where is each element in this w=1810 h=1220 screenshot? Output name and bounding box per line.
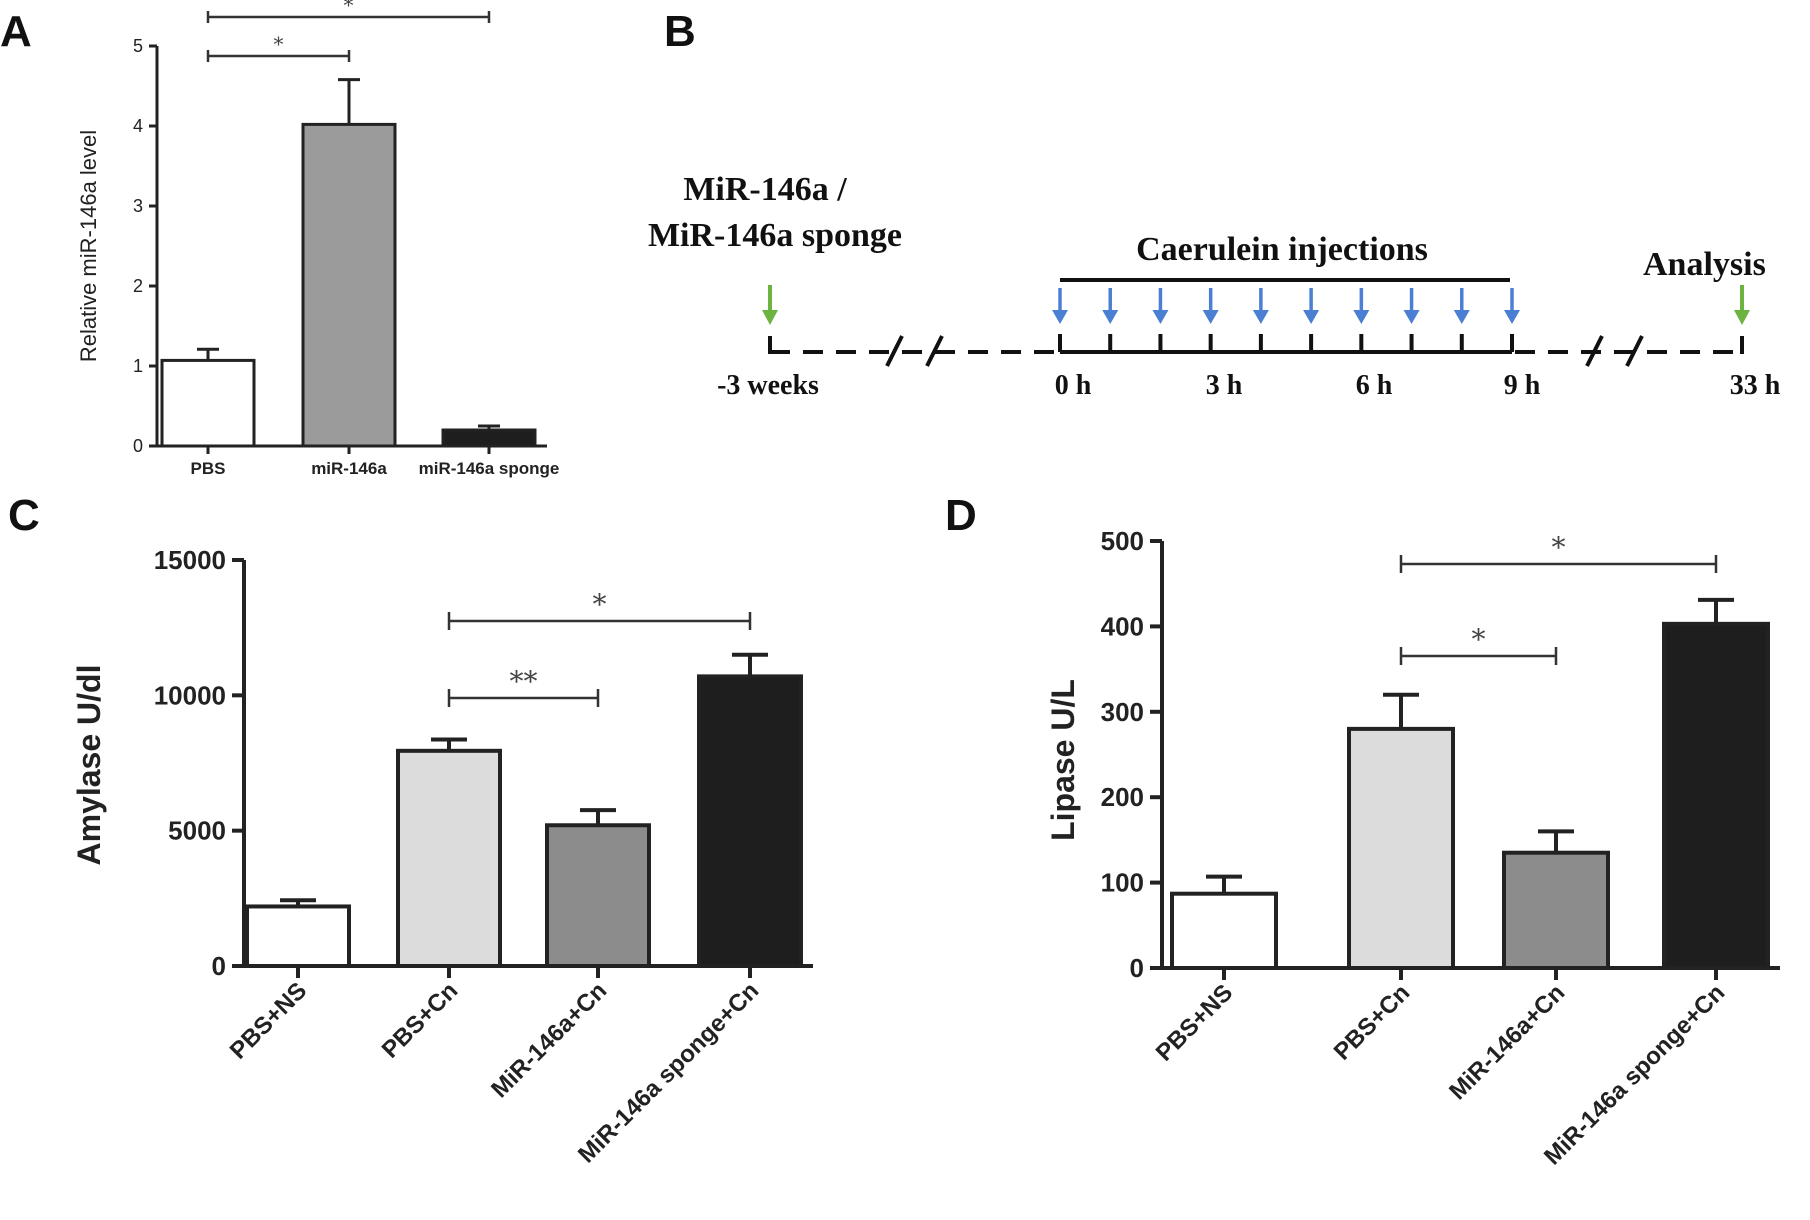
- time-label-6h: 6 h: [1356, 370, 1393, 401]
- y-tick-label: 500: [1101, 526, 1144, 556]
- bar-1: [1347, 726, 1455, 970]
- bar-2: [1502, 850, 1610, 971]
- injection-arrow: [1453, 288, 1470, 324]
- category-label: PBS+Cn: [1329, 979, 1416, 1066]
- y-tick-label: 0: [212, 951, 226, 981]
- y-axis-label: Lipase U/L: [1045, 679, 1081, 841]
- break-mark-2b: [1625, 335, 1644, 367]
- y-tick-label: 100: [1101, 868, 1144, 898]
- injection-arrow: [1353, 288, 1370, 324]
- significance-label: **: [510, 665, 538, 698]
- time-label-start: -3 weeks: [717, 370, 819, 401]
- y-tick-label: 0: [1130, 953, 1144, 983]
- panel-letter-d: D: [945, 491, 977, 540]
- time-label-3h: 3 h: [1206, 370, 1243, 401]
- significance-label: *: [593, 588, 607, 621]
- y-axis-label: Amylase U/dl: [71, 665, 107, 866]
- timeline-diagram: MiR-146a / MiR-146a sponge Caerulein inj…: [648, 171, 1781, 401]
- y-tick-label: 10000: [154, 680, 226, 710]
- category-label: MiR-146a sponge+Cn: [1539, 979, 1730, 1170]
- analysis-label: Analysis: [1643, 246, 1766, 283]
- time-label-9h: 9 h: [1504, 370, 1541, 401]
- category-label: miR-146a sponge: [419, 459, 560, 478]
- green-arrow-end: [1734, 285, 1750, 325]
- panel-letter-b: B: [664, 7, 696, 56]
- y-tick-label: 200: [1101, 782, 1144, 812]
- y-tick-label: 0: [133, 436, 143, 456]
- bar-1: [301, 122, 397, 448]
- significance-label: *: [1552, 531, 1566, 564]
- injection-arrow: [1202, 288, 1219, 324]
- category-label: MiR-146a+Cn: [486, 977, 612, 1103]
- category-label: PBS+Cn: [377, 977, 464, 1064]
- y-tick-label: 2: [133, 276, 143, 296]
- significance-label: *: [274, 32, 284, 56]
- injection-arrow: [1303, 288, 1320, 324]
- chart-a-relative-mir146a: 0 1 2 3 4 5 Relative miR-146a level PBS miR-146a…: [76, 0, 559, 478]
- y-tick-label: 5: [133, 36, 143, 56]
- chart-d-lipase: 0 100 200 300 400 500 Lipase U/L PBS+NS PBS+Cn Mi…: [1045, 526, 1780, 1170]
- bar-0: [245, 904, 351, 968]
- significance-label: *: [344, 0, 354, 17]
- panel-letter-c: C: [8, 491, 40, 540]
- bar-1: [396, 748, 502, 968]
- bar-3: [1662, 621, 1770, 970]
- category-label: PBS+NS: [1151, 979, 1238, 1066]
- injections-label: Caerulein injections: [1136, 231, 1428, 268]
- bar-2: [441, 428, 537, 448]
- y-tick-label: 1: [133, 356, 143, 376]
- injection-arrow: [1152, 288, 1169, 324]
- bar-0: [1170, 891, 1278, 971]
- bar-2: [545, 823, 651, 969]
- y-tick-label: 15000: [154, 545, 226, 575]
- break-mark-2a: [1585, 335, 1604, 367]
- y-axis-label: Relative miR-146a level: [76, 130, 101, 362]
- timeline-title-line1: MiR-146a /: [683, 171, 847, 208]
- category-label: MiR-146a+Cn: [1444, 979, 1570, 1105]
- significance-label: *: [1472, 623, 1486, 656]
- category-label: PBS: [191, 459, 226, 478]
- timeline-title-line2: MiR-146a sponge: [648, 217, 902, 254]
- category-label: miR-146a: [311, 459, 387, 478]
- y-tick-label: 5000: [168, 816, 226, 846]
- bar-3: [697, 674, 803, 968]
- green-arrow-start: [762, 285, 778, 325]
- injection-arrow: [1252, 288, 1269, 324]
- injection-arrows: [1052, 288, 1520, 324]
- injection-arrow: [1403, 288, 1420, 324]
- injection-ticks: [1058, 334, 1514, 352]
- y-tick-label: 300: [1101, 697, 1144, 727]
- bar-0: [160, 358, 256, 448]
- break-mark-1b: [925, 335, 944, 367]
- category-label: PBS+NS: [225, 977, 312, 1064]
- injection-arrow: [1052, 288, 1068, 324]
- time-label-end: 33 h: [1730, 370, 1781, 401]
- break-mark-1a: [885, 335, 904, 367]
- y-tick-label: 4: [133, 116, 143, 136]
- y-tick-label: 400: [1101, 611, 1144, 641]
- time-label-0h: 0 h: [1055, 370, 1092, 401]
- injection-arrow: [1504, 288, 1520, 324]
- chart-c-amylase: 0 5000 10000 15000 Amylase U/dl PBS+NS PBS+Cn M…: [71, 545, 813, 1168]
- injection-arrow: [1102, 288, 1119, 324]
- y-tick-label: 3: [133, 196, 143, 216]
- panel-letter-a: A: [0, 7, 32, 56]
